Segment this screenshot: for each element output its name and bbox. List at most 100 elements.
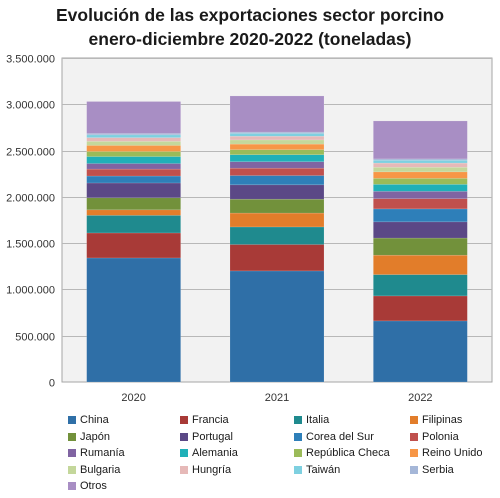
legend-swatch [294,465,302,474]
bar-segment [373,191,468,199]
legend-item: Alemania [180,446,238,460]
bar-segment [229,167,325,176]
legend-item: Portugal [180,430,233,444]
bar-segment [229,226,325,245]
legend-label: Alemania [192,447,238,459]
x-tick-label: 2021 [265,392,289,404]
chart-title: Evolución de las exportaciones sector po… [0,3,500,51]
bar-segment [86,163,181,170]
bar-segment [86,197,181,211]
bar-segment [229,133,325,137]
legend-item: Hungría [180,463,231,477]
legend-label: China [80,414,109,426]
bar-segment [229,154,325,162]
legend-item: Japón [68,430,110,444]
stacked-bar-chart: 0 500.000 1.000.000 1.500.000 2.000.000 2.500… [6,54,493,404]
bar-segment [373,166,468,173]
bar-segment [229,212,325,228]
legend-item: Italia [294,413,329,427]
bar-segment [229,161,325,169]
legend-swatch [410,416,418,424]
legend-swatch [294,432,302,441]
legend-label: Serbia [422,463,454,476]
bar-segment [373,274,468,297]
bar-segment [86,151,181,157]
bar-segment [86,137,181,142]
legend-label: Polonia [422,430,459,443]
bar-segment [86,215,181,234]
legend-item: Taiwán [294,463,340,477]
chart-title-line-2: enero-diciembre 2020-2022 (toneladas) [88,29,412,49]
bar-segment [86,141,181,146]
legend-label: Portugal [192,430,233,443]
bar-segment [86,145,181,152]
bar-segment [373,254,468,275]
bar-segment [229,270,325,383]
bar-segment [373,198,468,210]
bar-segment [229,139,325,145]
bar-segment [229,244,325,272]
legend-swatch [68,416,76,424]
x-tick-label: 2020 [121,392,145,404]
y-tick-label: 1.000.000 [6,285,55,297]
legend-swatch [68,465,76,474]
bar-segment [86,134,181,138]
legend-label: Corea del Sur [306,430,374,443]
bar-segment [229,135,325,141]
y-tick-label: 2.500.000 [6,147,55,159]
bar-segment [86,175,181,184]
legend-label: Italia [306,414,330,426]
bar-segment [229,149,325,155]
legend-item: Polonia [410,430,459,444]
legend-label: Filipinas [422,414,463,426]
y-tick-label: 0 [49,378,55,390]
legend-label: República Checa [306,447,390,459]
y-tick-label: 3.500.000 [6,54,55,66]
legend-item: Bulgaria [68,463,120,477]
legend-item: Corea del Sur [294,430,374,444]
bar-segment [86,156,181,164]
legend-swatch [410,432,418,441]
bar-segment [373,295,468,322]
bar-segment [86,101,181,134]
legend-label: Rumanía [80,447,125,459]
legend-label: Otros [80,480,107,492]
bar-segment [373,178,468,185]
legend-swatch [68,482,76,490]
legend-item: República Checa [294,446,390,460]
bar-segment [373,162,468,168]
legend-swatch [180,449,188,457]
legend-item: Otros [68,479,107,493]
bar-segment [373,120,468,160]
bar-segment [229,175,325,186]
legend-swatch [180,465,188,474]
bar-segment [86,182,181,199]
legend-label: Reino Unido [422,447,483,459]
legend-item: Filipinas [410,413,462,427]
legend-label: Taiwán [306,463,341,476]
legend-swatch [180,432,188,441]
bar-segment [373,171,468,179]
bar-segment [229,95,325,133]
bar-segment [373,184,468,192]
x-tick-label: 2022 [408,392,432,404]
y-tick-label: 3.000.000 [6,100,55,112]
legend-swatch [410,465,418,474]
legend-item: Reino Unido [410,446,483,460]
bar-segment [86,232,181,259]
legend-swatch [294,416,302,424]
y-tick-label: 2.000.000 [6,193,55,205]
y-tick-label: 500.000 [15,332,55,344]
legend-swatch [180,416,188,424]
y-tick-label: 1.500.000 [6,239,55,251]
bar-segment [373,237,468,256]
legend-label: Francia [192,414,229,426]
legend-item: China [68,413,109,427]
bar-segment [229,198,325,214]
bar-segment [86,209,181,216]
legend-swatch [410,449,418,457]
legend-swatch [294,449,302,457]
legend-swatch [68,449,76,457]
legend-item: Francia [180,413,229,427]
bar-segment [229,143,325,150]
